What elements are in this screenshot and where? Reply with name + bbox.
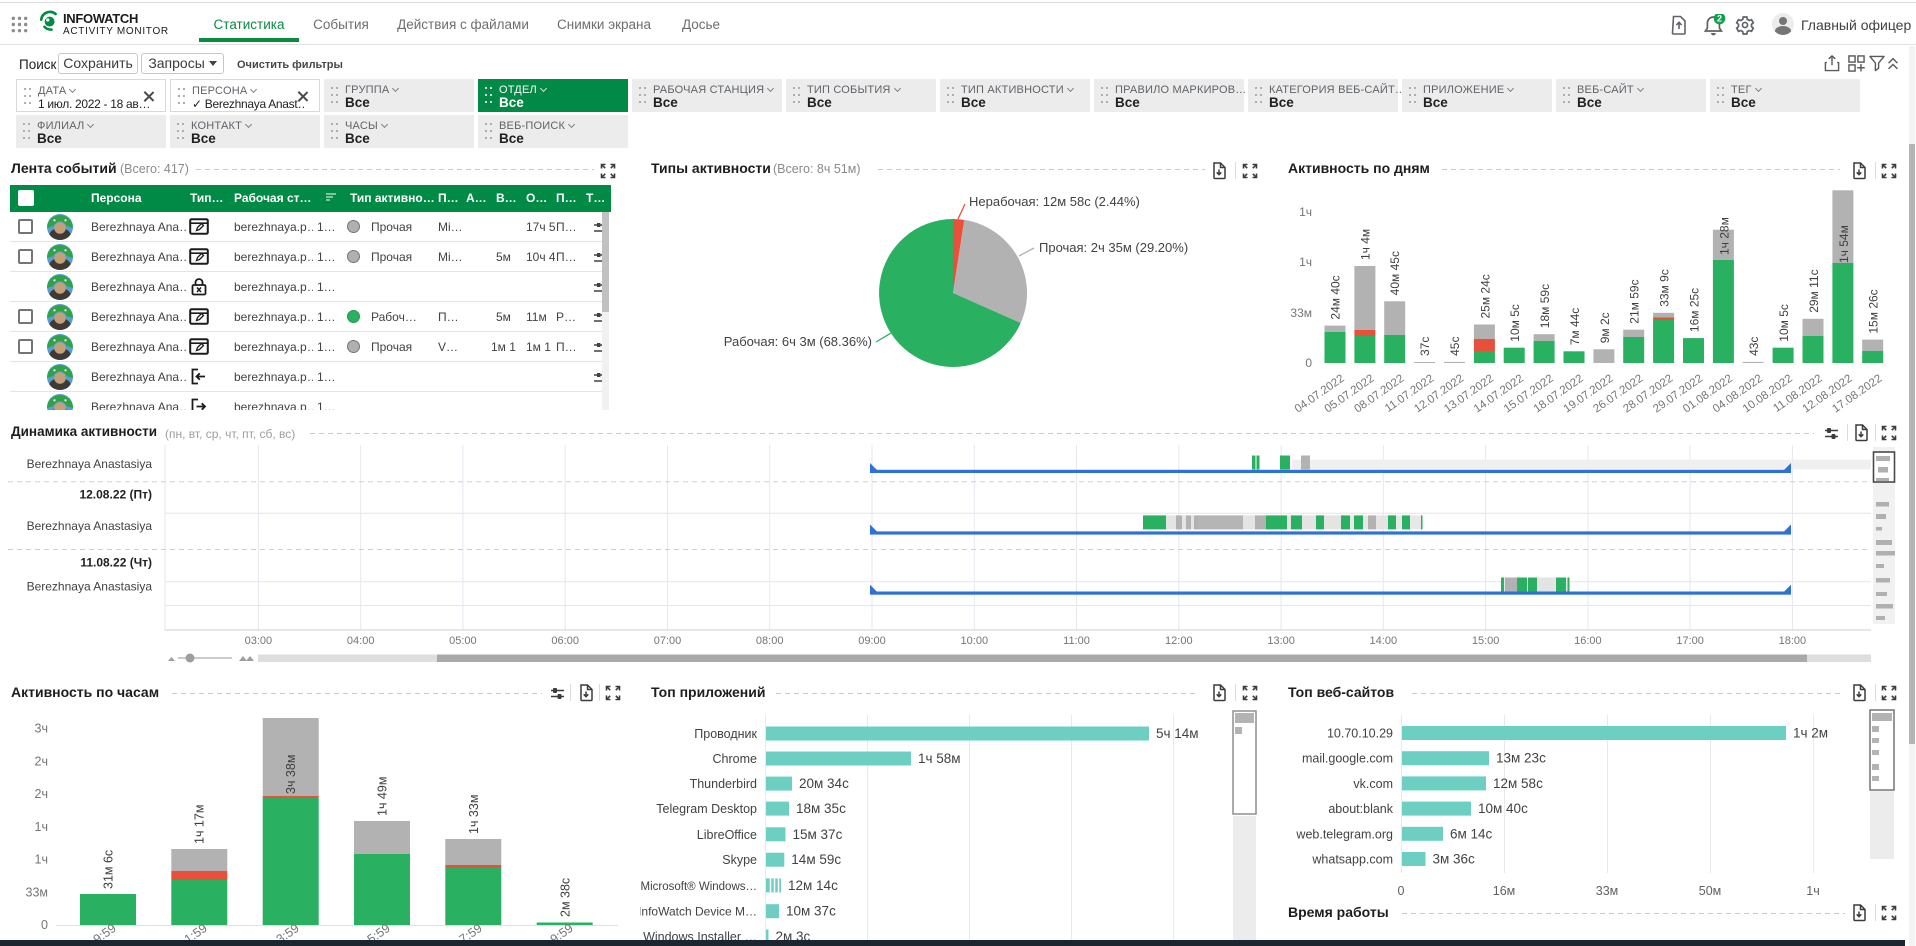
svg-text:1ч 49м: 1ч 49м xyxy=(376,777,390,816)
svg-text:09:00: 09:00 xyxy=(858,635,886,647)
svg-text:10м 5с: 10м 5с xyxy=(1777,304,1791,342)
svg-text:16:00: 16:00 xyxy=(1574,635,1602,647)
svg-text:45с: 45с xyxy=(1448,337,1462,356)
svg-text:1ч 4м: 1ч 4м xyxy=(1358,229,1372,260)
svg-text:about:blank: about:blank xyxy=(1328,802,1393,816)
svg-text:21м 59с: 21м 59с xyxy=(1628,279,1642,323)
svg-text:16м 25с: 16м 25с xyxy=(1688,288,1702,332)
svg-text:05:00: 05:00 xyxy=(449,635,477,647)
svg-text:vk.com: vk.com xyxy=(1353,777,1393,791)
svg-text:29м 11с: 29м 11с xyxy=(1807,269,1821,312)
svg-text:6м 14с: 6м 14с xyxy=(1450,826,1493,841)
svg-text:10м 5с: 10м 5с xyxy=(1508,304,1522,342)
svg-text:5ч 14м: 5ч 14м xyxy=(1156,726,1199,741)
svg-text:Berezhnaya Anastasiya: Berezhnaya Anastasiya xyxy=(27,519,153,533)
svg-text:50м: 50м xyxy=(1699,884,1722,898)
svg-text:07:00: 07:00 xyxy=(654,635,682,647)
svg-text:1ч 2м: 1ч 2м xyxy=(1793,726,1828,741)
svg-text:37с: 37с xyxy=(1418,337,1432,356)
svg-text:1ч 54м: 1ч 54м xyxy=(1837,225,1851,263)
svg-text:1ч: 1ч xyxy=(1806,884,1819,898)
svg-text:20м 34с: 20м 34с xyxy=(799,776,849,791)
svg-text:18м 59с: 18м 59с xyxy=(1538,284,1552,328)
svg-text:1ч 28м: 1ч 28м xyxy=(1717,217,1731,255)
svg-text:2м 38с: 2м 38с xyxy=(559,878,573,917)
svg-text:15м 26с: 15м 26с xyxy=(1867,289,1881,333)
svg-text:10.70.10.29: 10.70.10.29 xyxy=(1327,727,1393,741)
svg-text:12м 58с: 12м 58с xyxy=(1493,776,1543,791)
svg-text:15м 37с: 15м 37с xyxy=(793,827,843,842)
svg-text:3м 36с: 3м 36с xyxy=(1433,852,1476,867)
svg-text:43с: 43с xyxy=(1747,337,1761,356)
svg-text:10м 37с: 10м 37с xyxy=(786,904,836,919)
svg-text:14:00: 14:00 xyxy=(1370,635,1398,647)
svg-text:1ч: 1ч xyxy=(1299,205,1312,219)
svg-text:16м: 16м xyxy=(1493,884,1516,898)
svg-text:Berezhnaya Anastasiya: Berezhnaya Anastasiya xyxy=(27,580,153,594)
svg-text:1ч: 1ч xyxy=(35,820,48,834)
svg-text:40м 45с: 40м 45с xyxy=(1388,251,1402,295)
svg-text:3ч 38м: 3ч 38м xyxy=(284,755,298,794)
svg-text:Прочая: 2ч 35м (29.20%): Прочая: 2ч 35м (29.20%) xyxy=(1039,240,1188,255)
svg-text:12.08.22 (Пт): 12.08.22 (Пт) xyxy=(79,488,152,502)
svg-text:0: 0 xyxy=(1305,356,1312,370)
svg-text:InfoWatch Device M…: InfoWatch Device M… xyxy=(640,905,757,919)
svg-text:Рабочая: 6ч 3м (68.36%): Рабочая: 6ч 3м (68.36%) xyxy=(724,334,872,349)
svg-text:2ч: 2ч xyxy=(35,787,48,801)
svg-text:2: 2 xyxy=(1717,14,1722,24)
svg-text:Skype: Skype xyxy=(722,853,757,867)
svg-text:web.telegram.org: web.telegram.org xyxy=(1295,827,1393,841)
svg-text:2ч: 2ч xyxy=(35,754,48,768)
svg-text:1ч 33м: 1ч 33м xyxy=(467,795,481,834)
svg-text:25м 24с: 25м 24с xyxy=(1478,274,1492,318)
svg-text:31м 6с: 31м 6с xyxy=(102,850,116,889)
svg-text:Thunderbird: Thunderbird xyxy=(690,777,757,791)
svg-text:03:00: 03:00 xyxy=(245,635,273,647)
svg-text:0: 0 xyxy=(41,918,48,932)
svg-text:33м: 33м xyxy=(1596,884,1619,898)
svg-text:1ч 58м: 1ч 58м xyxy=(918,751,961,766)
svg-text:10м 40с: 10м 40с xyxy=(1478,801,1528,816)
svg-text:24м 40с: 24м 40с xyxy=(1329,275,1343,319)
svg-text:17:00: 17:00 xyxy=(1676,635,1704,647)
svg-text:14м 59с: 14м 59с xyxy=(791,852,841,867)
svg-text:08:00: 08:00 xyxy=(756,635,784,647)
svg-text:11.08.22 (Чт): 11.08.22 (Чт) xyxy=(80,556,152,570)
svg-text:12:00: 12:00 xyxy=(1165,635,1193,647)
svg-text:Microsoft® Windows…: Microsoft® Windows… xyxy=(641,881,757,893)
svg-text:33м 9с: 33м 9с xyxy=(1658,269,1672,307)
svg-text:whatsapp.com: whatsapp.com xyxy=(1311,853,1393,867)
svg-text:13м 23с: 13м 23с xyxy=(1496,751,1546,766)
svg-text:33м: 33м xyxy=(26,885,49,899)
svg-text:06:00: 06:00 xyxy=(551,635,579,647)
svg-text:9м 2с: 9м 2с xyxy=(1598,312,1612,343)
svg-text:Нерабочая: 12м 58с (2.44%): Нерабочая: 12м 58с (2.44%) xyxy=(969,194,1140,209)
svg-text:18м 35с: 18м 35с xyxy=(796,801,846,816)
svg-text:18:00: 18:00 xyxy=(1779,635,1807,647)
svg-text:15:00: 15:00 xyxy=(1472,635,1500,647)
svg-text:Berezhnaya Anastasiya: Berezhnaya Anastasiya xyxy=(27,457,153,471)
svg-text:Chrome: Chrome xyxy=(713,752,758,766)
svg-text:3ч: 3ч xyxy=(35,722,48,736)
svg-text:1ч: 1ч xyxy=(35,853,48,867)
svg-text:13:00: 13:00 xyxy=(1267,635,1295,647)
svg-text:04:00: 04:00 xyxy=(347,635,375,647)
svg-text:7м 44с: 7м 44с xyxy=(1568,308,1582,346)
svg-text:mail.google.com: mail.google.com xyxy=(1302,752,1393,766)
svg-text:1ч 17м: 1ч 17м xyxy=(193,805,207,844)
svg-text:0: 0 xyxy=(1398,884,1405,898)
svg-text:Telegram Desktop: Telegram Desktop xyxy=(656,802,757,816)
svg-text:1ч: 1ч xyxy=(1299,255,1312,269)
svg-text:33м: 33м xyxy=(1290,306,1312,320)
svg-text:Проводник: Проводник xyxy=(694,727,757,741)
svg-text:11:00: 11:00 xyxy=(1063,635,1090,647)
svg-text:LibreOffice: LibreOffice xyxy=(697,828,757,842)
svg-text:10:00: 10:00 xyxy=(961,635,989,647)
svg-text:12м 14с: 12м 14с xyxy=(788,878,838,893)
